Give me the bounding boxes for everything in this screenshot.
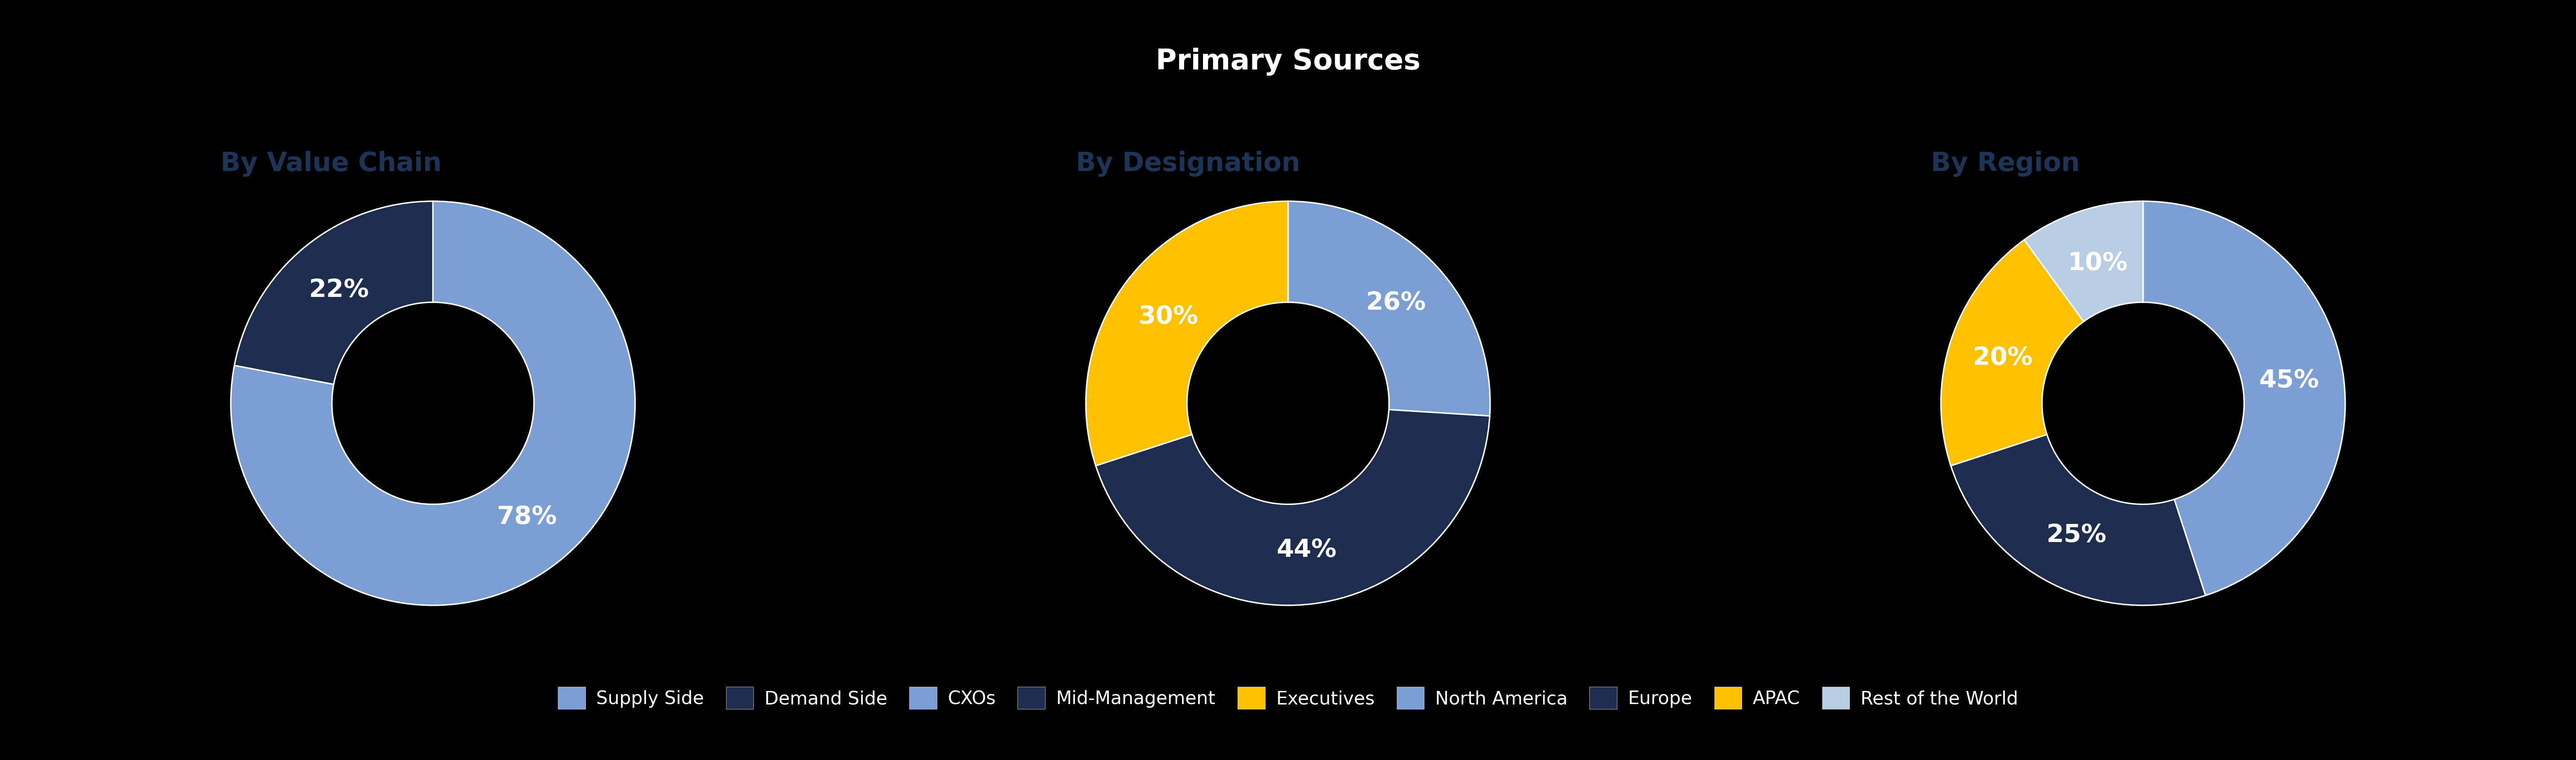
Text: By Designation: By Designation: [1077, 151, 1301, 177]
Text: 78%: 78%: [497, 505, 556, 529]
Text: By Region: By Region: [1932, 151, 2079, 177]
Wedge shape: [1950, 435, 2205, 606]
Wedge shape: [234, 201, 433, 385]
Wedge shape: [1095, 410, 1489, 606]
Wedge shape: [1288, 201, 1489, 416]
Text: 20%: 20%: [1973, 346, 2032, 370]
Text: 45%: 45%: [2259, 369, 2318, 392]
Text: 30%: 30%: [1139, 305, 1198, 329]
Text: 44%: 44%: [1275, 537, 1337, 562]
Text: Primary Sources: Primary Sources: [1157, 48, 1419, 76]
Wedge shape: [2143, 201, 2344, 596]
Wedge shape: [2025, 201, 2143, 321]
Legend: Supply Side, Demand Side, CXOs, Mid-Management, Executives, North America, Europ: Supply Side, Demand Side, CXOs, Mid-Mana…: [559, 686, 2017, 709]
Wedge shape: [232, 201, 636, 606]
Text: 22%: 22%: [309, 277, 368, 302]
Text: 25%: 25%: [2045, 523, 2107, 547]
Text: 26%: 26%: [1365, 290, 1425, 315]
Text: 10%: 10%: [2069, 251, 2128, 275]
Wedge shape: [1087, 201, 1288, 466]
Wedge shape: [1940, 240, 2084, 466]
Text: By Value Chain: By Value Chain: [222, 151, 443, 177]
